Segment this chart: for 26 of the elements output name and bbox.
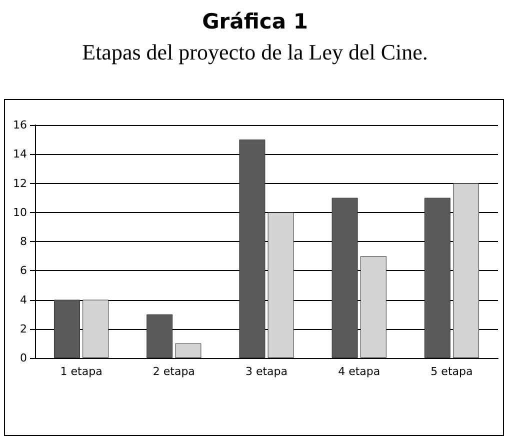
y-tick-label: 10	[13, 206, 27, 219]
bar	[239, 140, 266, 358]
y-tick-label: 2	[20, 322, 27, 336]
bar	[175, 343, 202, 358]
bar	[268, 212, 294, 358]
bar	[360, 256, 386, 358]
bar	[424, 198, 450, 358]
x-tick-label: 5 etapa	[430, 365, 473, 378]
x-tick-label: 3 etapa	[245, 365, 288, 378]
y-tick-label: 16	[13, 118, 27, 132]
x-tick-label: 4 etapa	[338, 365, 380, 378]
y-tick-label: 8	[20, 235, 27, 248]
x-tick-label: 1 etapa	[60, 365, 102, 378]
bar	[54, 300, 80, 358]
chart-subtitle: Etapas del proyecto de la Ley del Cine.	[82, 40, 428, 64]
bar	[453, 183, 479, 358]
y-tick-label: 4	[20, 293, 27, 306]
y-tick-label: 14	[13, 148, 27, 161]
y-tick-label: 12	[13, 176, 27, 190]
y-tick-label: 6	[20, 264, 27, 278]
chart-title: Gráfica 1	[202, 10, 308, 34]
bar	[146, 314, 173, 358]
bar	[82, 300, 109, 358]
x-tick-label: 2 etapa	[152, 365, 195, 378]
bar	[332, 198, 358, 358]
y-tick-label: 0	[20, 352, 27, 364]
